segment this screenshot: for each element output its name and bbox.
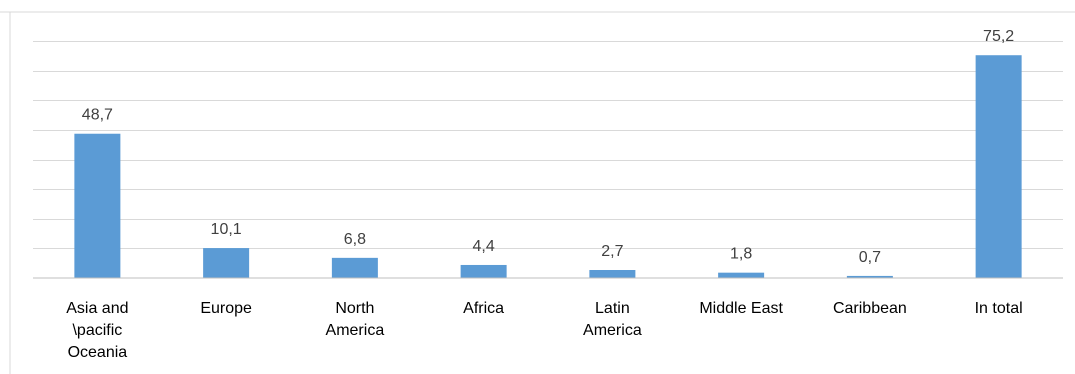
category-label-line: Asia and: [66, 300, 128, 317]
bar: [331, 257, 378, 278]
category-label-line: North: [335, 300, 374, 317]
category-label-line: In total: [975, 300, 1023, 317]
category-label: Africa: [463, 300, 504, 317]
bars: [74, 55, 1022, 278]
bar: [460, 264, 507, 278]
category-label-line: Latin: [595, 300, 630, 317]
category-label-line: Oceania: [68, 344, 128, 361]
category-label: North America: [326, 300, 385, 339]
category-label: Latin America: [583, 300, 642, 339]
bar: [74, 133, 121, 278]
category-label-line: Caribbean: [833, 300, 907, 317]
bar: [975, 55, 1022, 278]
bar: [846, 275, 893, 278]
data-label: 75,2: [983, 28, 1014, 45]
bar: [718, 272, 765, 278]
category-label-line: Africa: [463, 300, 504, 317]
data-label: 1,8: [730, 246, 752, 263]
category-label: In total: [975, 300, 1023, 317]
data-labels: 48,7 10,1 6,8 4,4 2,7 1,8 0,7 75,2: [82, 28, 1014, 266]
data-label: 4,4: [473, 238, 495, 255]
category-label: Europe: [200, 300, 252, 317]
category-label-line: America: [583, 322, 642, 339]
data-label: 2,7: [601, 243, 623, 260]
gridlines: [33, 41, 1063, 249]
category-label-line: Middle East: [699, 300, 783, 317]
data-label: 48,7: [82, 107, 113, 124]
category-label-line: America: [326, 322, 385, 339]
data-label: 10,1: [211, 221, 242, 238]
category-label: Asia and \pacific Oceania: [66, 300, 128, 361]
data-label: 6,8: [344, 231, 366, 248]
category-label-line: \pacific: [72, 322, 122, 339]
data-label: 0,7: [859, 249, 881, 266]
category-label: Caribbean: [833, 300, 907, 317]
bar: [589, 270, 636, 278]
category-labels: Asia and \pacific Oceania Europe North Americ…: [66, 300, 1022, 361]
bar: [203, 248, 250, 278]
category-label-line: Europe: [200, 300, 252, 317]
category-label: Middle East: [699, 300, 783, 317]
